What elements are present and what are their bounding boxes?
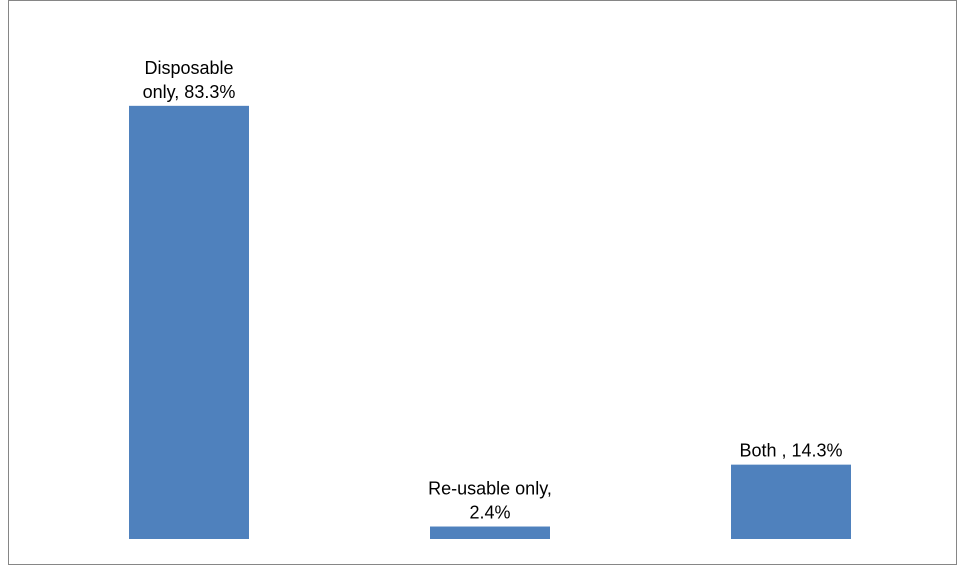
data-label-1: Disposable only, 83.3% — [143, 58, 236, 102]
data-label-2: Re-usable only, 2.4% — [428, 479, 552, 523]
data-label-line: Re-usable only, — [428, 479, 552, 499]
data-label-line: 2.4% — [469, 503, 510, 523]
data-label-line: Both , 14.3% — [739, 441, 842, 461]
bar-disposable-only — [129, 105, 249, 539]
data-label-line: Disposable — [144, 58, 233, 78]
bar-re-usable-only — [430, 526, 550, 539]
bar-both — [731, 464, 851, 539]
bar-chart: Disposable only, 83.3% Re-usable only, 2.4%… — [129, 58, 851, 539]
chart-frame: Disposable only, 83.3% Re-usable only, 2.4%… — [8, 0, 957, 565]
data-label-3: Both , 14.3% — [739, 441, 842, 461]
data-label-line: only, 83.3% — [143, 82, 236, 102]
